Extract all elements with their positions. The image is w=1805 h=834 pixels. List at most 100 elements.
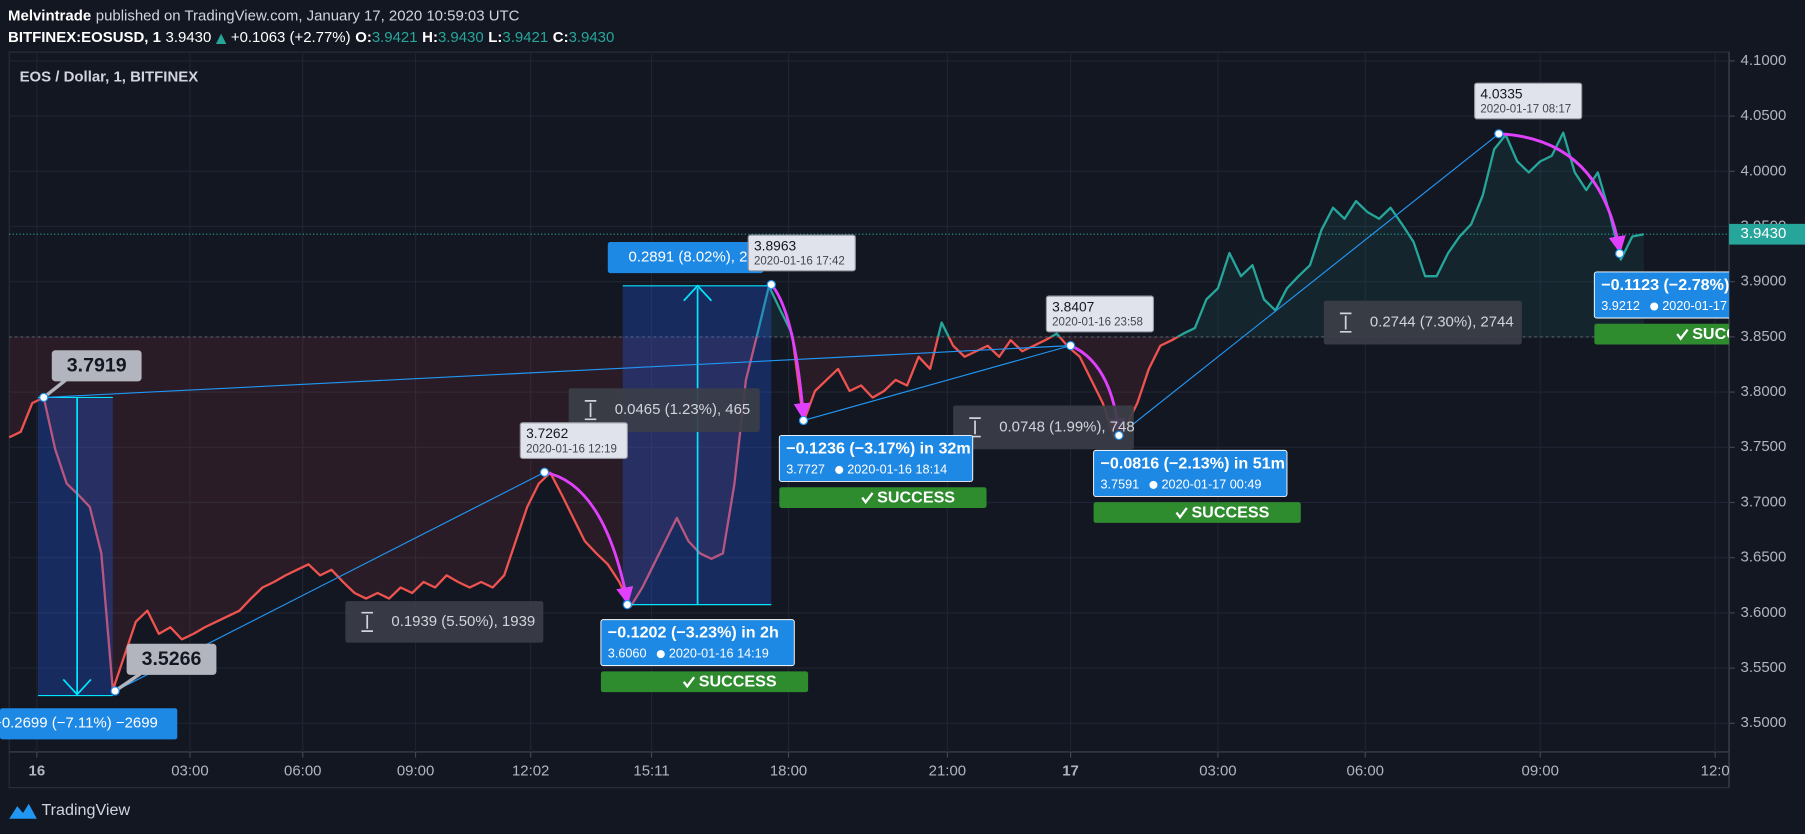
date-callout-box bbox=[519, 422, 628, 460]
drop-date: 2020-01-16 18:14 bbox=[847, 462, 947, 476]
brand: TradingView bbox=[41, 801, 130, 819]
area-above bbox=[9, 132, 1644, 337]
measure-label: 0.1939 (5.50%), 1939 bbox=[391, 613, 535, 630]
measure-icon bbox=[361, 611, 373, 632]
range-label: −0.2699 (−7.11%) −2699 bbox=[0, 715, 158, 732]
trend-line bbox=[803, 345, 1071, 422]
check-icon bbox=[1676, 328, 1689, 341]
status-box bbox=[600, 671, 809, 693]
chart-title: EOS / Dollar, 1, BITFINEX bbox=[20, 68, 199, 85]
y-tick-label: 3.8500 bbox=[1741, 328, 1787, 345]
plot-frame bbox=[8, 51, 1730, 789]
range-label-box bbox=[0, 708, 178, 740]
date-callout-price: 4.0335 bbox=[1480, 85, 1523, 101]
annotations: 3.7919 3.5266 0.1939 (5.50%), 1939 0.0465 (… bbox=[0, 82, 1730, 740]
y-tick-label: 3.8000 bbox=[1741, 383, 1787, 400]
header-text: 3.9421 bbox=[502, 29, 548, 46]
header-text: L: bbox=[488, 29, 502, 46]
drop-date: 2020-01-17 00:49 bbox=[1162, 477, 1262, 491]
status-label: SUCCESS bbox=[1191, 503, 1269, 521]
drop-date: 2020-01-16 14:19 bbox=[669, 646, 769, 660]
x-tick-label: 12:02 bbox=[512, 763, 549, 780]
y-tick-label: 4.0000 bbox=[1741, 162, 1787, 179]
drop-price: 3.7591 bbox=[1100, 477, 1139, 491]
callout-price: 3.7919 bbox=[67, 355, 127, 377]
measure-label: 0.0748 (1.99%), 748 bbox=[999, 418, 1135, 435]
drop-change: −0.1123 (−2.78%) bbox=[1601, 276, 1729, 294]
y-tick-label: 3.6000 bbox=[1741, 604, 1787, 621]
x-tick-label: 09:00 bbox=[397, 763, 434, 780]
x-tick-label: 03:00 bbox=[1199, 763, 1236, 780]
date-callout-date: 2020-01-16 23:58 bbox=[1052, 317, 1143, 329]
x-tick-label: 21:00 bbox=[929, 763, 966, 780]
anchor-point bbox=[798, 415, 809, 426]
x-tick-label: 03:00 bbox=[171, 763, 208, 780]
date-callout-box bbox=[1474, 82, 1583, 120]
anchor-point bbox=[110, 686, 120, 696]
header-text: 3.9421 bbox=[372, 29, 418, 46]
measure-icon bbox=[584, 400, 597, 421]
drop-arc bbox=[1498, 132, 1626, 254]
range-label-box bbox=[607, 242, 764, 274]
drop-box bbox=[778, 434, 974, 482]
drawings: 3.7919 3.5266 0.1939 (5.50%), 1939 0.0465 (… bbox=[0, 82, 1730, 740]
range-label: 0.2891 (8.02%), 2891 bbox=[629, 249, 773, 266]
logo-icon bbox=[9, 803, 37, 819]
date-callout-price: 3.8407 bbox=[1052, 298, 1094, 314]
x-tick-label: 09:00 bbox=[1522, 763, 1559, 780]
check-icon bbox=[861, 492, 874, 505]
x-tick-label: 06:00 bbox=[284, 763, 321, 780]
drop-box bbox=[1593, 271, 1730, 319]
status-box bbox=[1093, 502, 1301, 523]
callout-price: 3.5266 bbox=[142, 648, 202, 670]
drop-change: −0.0816 (−2.13%) in 51m bbox=[1100, 454, 1284, 472]
date-callout-date: 2020-01-16 12:19 bbox=[526, 443, 617, 455]
y-tick-label: 4.1000 bbox=[1741, 52, 1787, 69]
anchor-point bbox=[1065, 341, 1076, 351]
drop-arc bbox=[770, 283, 811, 421]
check-icon bbox=[682, 676, 696, 689]
measure-label: 0.2744 (7.30%), 2744 bbox=[1370, 314, 1514, 331]
up-arrow bbox=[215, 33, 227, 45]
header-text: 3.9430 bbox=[166, 29, 212, 46]
date-callout-box bbox=[747, 234, 856, 272]
x-tick-label: 17 bbox=[1062, 763, 1079, 780]
drop-price: 3.6060 bbox=[608, 646, 647, 660]
anchor-point bbox=[1494, 129, 1504, 139]
anchor-point bbox=[539, 467, 550, 477]
drop-arc bbox=[544, 470, 634, 605]
header-text: O: bbox=[355, 29, 372, 46]
price-line-below bbox=[8, 336, 1180, 692]
callout-pointer bbox=[42, 378, 67, 399]
y-tick-label: 3.9000 bbox=[1741, 273, 1787, 290]
anchor-point bbox=[39, 392, 49, 403]
date-callout-box bbox=[1045, 295, 1155, 333]
y-tick-label: 3.5500 bbox=[1741, 659, 1787, 676]
anchor-point bbox=[1615, 248, 1625, 259]
last-price-label: 3.9430 bbox=[1741, 225, 1787, 242]
status-box bbox=[1594, 323, 1730, 345]
status-label: SUCCESS bbox=[699, 673, 777, 691]
clock-icon bbox=[835, 465, 844, 474]
measure-box bbox=[1323, 300, 1522, 345]
x-tick-label: 06:00 bbox=[1347, 763, 1384, 780]
drop-date: 2020-01-17 bbox=[1662, 299, 1727, 313]
date-callout-price: 3.7262 bbox=[526, 425, 568, 441]
date-callout-price: 3.8963 bbox=[754, 237, 797, 253]
series bbox=[8, 131, 1645, 692]
drop-change: −0.1202 (−3.23%) in 2h bbox=[608, 624, 779, 642]
x-tick-label: 18:00 bbox=[770, 763, 807, 780]
range-box bbox=[37, 397, 113, 696]
clock-icon bbox=[656, 650, 665, 659]
header-text: Melvintrade bbox=[8, 7, 91, 24]
price-line-above bbox=[755, 131, 1645, 337]
drop-change: −0.1236 (−3.17%) in 32m bbox=[786, 439, 970, 457]
x-tick-label: 12:0 bbox=[1701, 763, 1730, 780]
status-box bbox=[779, 487, 987, 508]
callout-box bbox=[51, 350, 142, 382]
logo: TradingView bbox=[9, 801, 130, 819]
y-tick-label: 4.0500 bbox=[1741, 107, 1787, 124]
measure-box bbox=[345, 601, 544, 643]
